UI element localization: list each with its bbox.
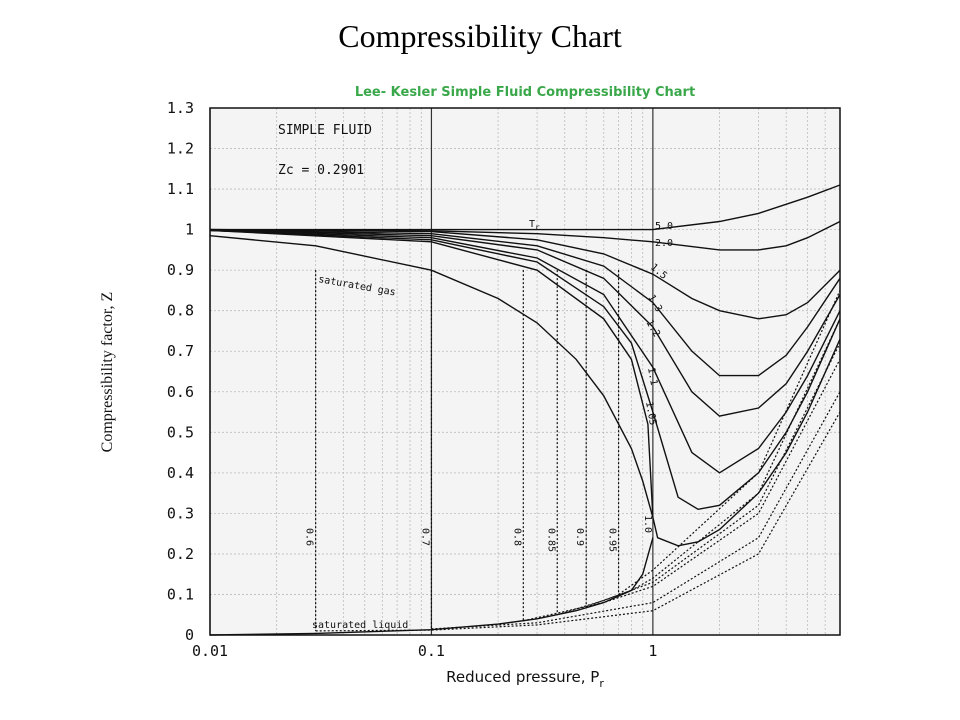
y-tick-label: 1.1 — [167, 180, 194, 198]
axes: 0 0.1 0.2 0.3 0.4 0.5 0.6 0.7 0.8 0.9 1 1.1 1.2 1.3 0.… — [167, 99, 657, 660]
isotherm-line-0.8 — [523, 359, 841, 622]
tr-label-main: T — [529, 219, 535, 230]
y-tick-label: 0.4 — [167, 464, 194, 482]
x-axis-label: Reduced pressure, Pr — [446, 668, 604, 690]
isotherm-label: 0.95 — [607, 528, 618, 552]
isotherm-line-0.6 — [315, 411, 841, 632]
y-tick-label: 0.7 — [167, 342, 194, 360]
isotherm-label: 1.05 — [643, 401, 658, 427]
isotherm-line-5.0 — [210, 184, 841, 231]
plot-background — [210, 108, 840, 635]
x-tick-label: 0.01 — [192, 642, 228, 660]
isotherm-label: 1.0 — [642, 515, 653, 533]
isotherm-line-1.5 — [209, 228, 841, 320]
page-title: Compressibility Chart — [338, 18, 622, 54]
y-tick-label: 0.1 — [167, 585, 194, 603]
isotherm-label: 0.9 — [574, 528, 585, 546]
isotherm-line-1.05 — [209, 229, 841, 511]
y-tick-label: 0.5 — [167, 423, 194, 441]
y-tick-label: 0.9 — [167, 261, 194, 279]
x-axis-label-sub: r — [599, 677, 604, 690]
isotherm-label: 0.6 — [304, 528, 315, 546]
isotherm-line-1.1 — [209, 229, 841, 474]
y-tick-label: 0.2 — [167, 545, 194, 563]
y-axis-label: Compressibility factor, Z — [99, 292, 116, 453]
chart-title: Lee- Kesler Simple Fluid Compressibility… — [355, 85, 695, 100]
x-tick-label: 1 — [648, 642, 657, 660]
fluid-annotation: SIMPLE FLUID — [278, 123, 372, 138]
y-tick-label: 0.8 — [167, 302, 194, 320]
plot-frame — [209, 107, 841, 636]
isotherm-curves — [209, 184, 841, 636]
tr-label: Tr — [529, 219, 540, 232]
y-tick-label: 0.6 — [167, 383, 194, 401]
x-tick-label: 0.1 — [418, 642, 445, 660]
saturated-liquid-label: saturated liquid — [312, 620, 408, 631]
isotherm-line-1.2 — [209, 229, 841, 417]
y-tick-label: 0.3 — [167, 504, 194, 522]
isotherm-line-saturated-gas — [209, 235, 654, 518]
isotherm-line-saturated-liquid — [209, 537, 654, 636]
isotherm-line-1.3 — [209, 229, 841, 377]
isotherm-label: 2.0 — [655, 238, 673, 249]
y-tick-label: 1.2 — [167, 140, 194, 158]
isotherm-line-0.95 — [618, 290, 841, 595]
y-tick-label: 1 — [185, 221, 194, 239]
isotherm-label: 0.8 — [511, 528, 522, 546]
isotherm-label: 1.1 — [645, 367, 659, 387]
tr-label-sub: r — [535, 223, 540, 232]
dotted-isotherm-verticals — [315, 270, 620, 631]
isotherm-line-2.0 — [209, 220, 841, 251]
x-axis-label-main: Reduced pressure, P — [446, 668, 599, 686]
isotherm-line-0.85 — [557, 342, 841, 616]
isotherm-line-0.9 — [585, 318, 841, 608]
zc-annotation: Zc = 0.2901 — [278, 163, 364, 178]
isotherm-line-1.0 — [209, 229, 841, 547]
isotherm-label: 0.7 — [419, 528, 430, 546]
y-tick-label: 1.3 — [167, 99, 194, 117]
y-tick-label: 0 — [185, 626, 194, 644]
isotherm-label: 0.85 — [545, 528, 556, 552]
isotherm-label: 5.0 — [655, 221, 673, 232]
